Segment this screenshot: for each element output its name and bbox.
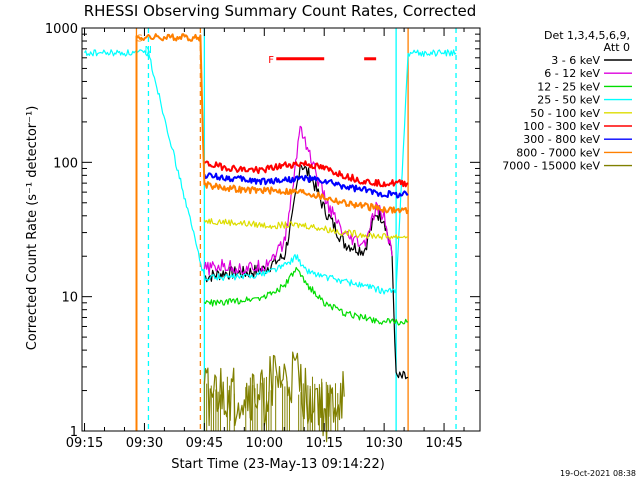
legend-item-0-label: 3 - 6 keV [551,54,600,67]
y-tick-label-0: 1 [70,425,78,440]
series-1-line [203,125,393,276]
series-8-line [203,351,345,443]
y-tick-label-1: 10 [61,291,78,306]
legend-item-4-label: 50 - 100 keV [530,107,600,120]
series-4-line [203,218,409,240]
series-5-line [204,160,409,188]
x-tick-label-2: 09:45 [186,436,223,451]
legend-item-7-label: 800 - 7000 keV [516,146,600,159]
legend-item-3-label: 25 - 50 keV [537,94,600,107]
legend-item-1-label: 6 - 12 keV [544,67,600,80]
series-7-line [135,33,410,431]
chart-title: RHESSI Observing Summary Count Rates, Co… [84,2,477,20]
annotation-f: F [268,55,274,66]
legend-item-2-label: 12 - 25 keV [537,80,600,93]
legend-header-line2: Att 0 [604,41,630,54]
plot-frame [81,27,481,432]
x-axis-label: Start Time (23-May-13 09:14:22) [171,457,385,472]
y-tick-label-3: 1000 [45,22,78,37]
legend-header-line1: Det 1,3,4,5,6,9, [544,29,630,42]
series-6-line [203,172,409,199]
plot-area: SN F [83,28,457,443]
series-2-line [204,266,409,326]
annotation-s: S [136,33,142,44]
y-axis-label: Corrected Count Rate (s⁻¹ detector⁻¹) [25,106,40,351]
x-tick-label-0: 09:15 [66,436,103,451]
series-3-line [83,49,457,295]
x-tick-label-6: 10:45 [425,436,462,451]
legend-item-5-label: 100 - 300 keV [523,120,600,133]
axes: 09:15 09:30 09:45 10:00 10:15 10:30 10:45 1 10 10… [45,22,481,451]
annotation-n: N [144,45,151,56]
legend-item-8-label: 7000 - 15000 keV [502,160,600,173]
x-tick-label-5: 10:30 [365,436,402,451]
x-tick-label-4: 10:15 [305,436,342,451]
x-tick-label-1: 09:30 [126,436,163,451]
y-tick-label-2: 100 [53,156,78,171]
x-tick-label-3: 10:00 [246,436,283,451]
footer-date: 19-Oct-2021 08:38 [560,469,636,478]
legend-item-6-label: 300 - 800 keV [523,133,600,146]
